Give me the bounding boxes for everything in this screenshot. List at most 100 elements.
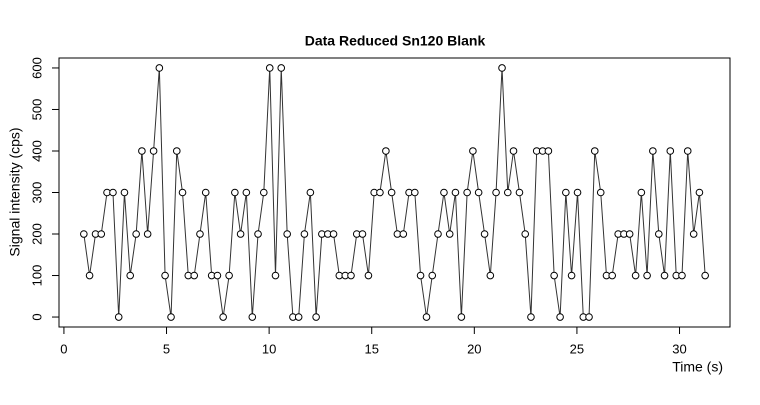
- data-point: [701, 271, 709, 280]
- data-point: [585, 313, 593, 321]
- data-point: [596, 188, 605, 197]
- data-point: [80, 230, 88, 238]
- data-point: [486, 271, 495, 280]
- data-point: [312, 313, 320, 321]
- data-point: [428, 271, 437, 280]
- data-point: [254, 230, 262, 238]
- data-point: [503, 188, 512, 197]
- x-axis-label: Time (s): [672, 359, 723, 375]
- data-point: [149, 147, 158, 155]
- data-point: [231, 188, 239, 197]
- data-point: [556, 313, 564, 321]
- data-point: [631, 271, 640, 280]
- data-point: [294, 313, 303, 321]
- data-point: [660, 271, 669, 280]
- data-point: [219, 313, 227, 321]
- y-tick-label: 600: [29, 57, 44, 79]
- data-point: [132, 230, 140, 238]
- x-tick-label: 0: [60, 341, 67, 356]
- x-tick-label: 25: [570, 341, 584, 356]
- data-point: [509, 147, 518, 155]
- data-point: [527, 313, 535, 321]
- data-point: [445, 230, 454, 238]
- data-point: [196, 230, 204, 238]
- data-point: [562, 188, 570, 197]
- data-point: [172, 147, 181, 155]
- data-point: [463, 188, 471, 197]
- data-point: [457, 313, 466, 321]
- series-line: [83, 67, 706, 318]
- x-tick-label: 30: [672, 341, 686, 356]
- data-point: [167, 313, 175, 321]
- data-point: [126, 271, 135, 280]
- data-point: [138, 147, 146, 155]
- y-tick-label: 200: [29, 223, 44, 245]
- data-point: [683, 147, 692, 155]
- data-point: [248, 313, 257, 321]
- data-point: [608, 271, 617, 280]
- data-point: [399, 230, 408, 238]
- data-point: [178, 188, 187, 197]
- data-point: [550, 271, 558, 280]
- data-point: [573, 188, 582, 197]
- data-point: [259, 188, 268, 197]
- data-point: [474, 188, 483, 197]
- data-point: [358, 230, 367, 238]
- data-point: [387, 188, 396, 197]
- y-tick-label: 0: [29, 313, 44, 320]
- data-point: [590, 147, 599, 155]
- data-point: [364, 271, 373, 280]
- data-point: [155, 64, 164, 72]
- data-point: [143, 230, 152, 238]
- data-point: [695, 188, 704, 197]
- data-point: [283, 230, 291, 238]
- data-point: [190, 271, 199, 280]
- data-point: [161, 271, 169, 280]
- data-point: [347, 271, 355, 280]
- data-point: [271, 271, 280, 280]
- x-tick-label: 15: [364, 341, 378, 356]
- data-point: [120, 188, 129, 197]
- data-point: [521, 230, 530, 238]
- data-point: [649, 147, 657, 155]
- y-tick-label: 400: [29, 140, 44, 162]
- data-point: [440, 188, 448, 197]
- y-tick-label: 500: [29, 99, 44, 121]
- data-point: [201, 188, 210, 197]
- data-point: [434, 230, 442, 238]
- x-tick-label: 20: [467, 341, 481, 356]
- data-point: [242, 188, 251, 197]
- data-point: [411, 188, 419, 197]
- data-point: [515, 188, 524, 197]
- data-point: [382, 147, 390, 155]
- y-tick-label: 100: [29, 265, 44, 287]
- data-point: [236, 230, 245, 238]
- data-point: [376, 188, 384, 197]
- y-tick-label: 300: [29, 182, 44, 204]
- x-tick-label: 10: [262, 341, 276, 356]
- data-point: [492, 188, 500, 197]
- data-point: [544, 147, 553, 155]
- data-point: [678, 271, 686, 280]
- data-point: [469, 147, 477, 155]
- data-point: [451, 188, 460, 197]
- data-point: [225, 271, 233, 280]
- data-point: [416, 271, 425, 280]
- data-point: [85, 271, 94, 280]
- data-point: [666, 147, 675, 155]
- data-point: [654, 230, 663, 238]
- chart-title: Data Reduced Sn120 Blank: [305, 33, 486, 49]
- data-point: [114, 313, 123, 321]
- data-point: [97, 230, 106, 238]
- data-point: [277, 64, 286, 72]
- data-point: [265, 64, 274, 72]
- data-point: [329, 230, 338, 238]
- data-point: [300, 230, 309, 238]
- data-point: [689, 230, 698, 238]
- data-point: [422, 313, 431, 321]
- data-point: [643, 271, 651, 280]
- x-tick-label: 5: [163, 341, 170, 356]
- data-point: [306, 188, 315, 197]
